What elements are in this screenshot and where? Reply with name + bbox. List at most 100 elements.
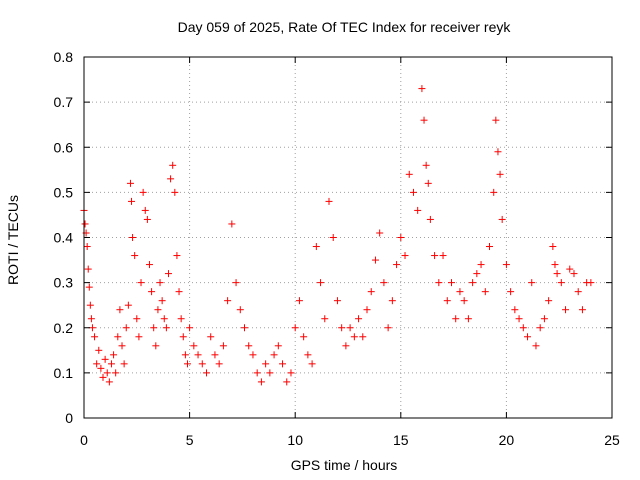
data-point <box>494 148 502 156</box>
data-point <box>578 306 586 314</box>
data-point <box>236 306 244 314</box>
data-point <box>129 234 137 241</box>
data-point <box>126 179 134 187</box>
data-point <box>93 360 101 368</box>
data-point <box>219 342 227 350</box>
data-point <box>511 306 519 314</box>
data-point <box>566 265 574 273</box>
data-point <box>570 270 578 278</box>
data-point <box>118 342 126 350</box>
data-point <box>308 360 316 368</box>
data-point <box>186 324 194 332</box>
data-point <box>266 369 274 377</box>
data-point <box>135 333 143 341</box>
data-point <box>232 279 240 287</box>
y-tick-label: 0.5 <box>54 184 74 200</box>
data-point <box>355 315 363 323</box>
x-tick-label: 5 <box>186 432 194 448</box>
data-point <box>128 197 136 205</box>
x-axis-label: GPS time / hours <box>291 457 398 473</box>
data-point <box>553 270 561 278</box>
data-point <box>519 324 527 332</box>
data-point <box>342 342 350 350</box>
data-point <box>215 360 223 368</box>
data-point <box>198 360 206 368</box>
data-point <box>557 279 565 287</box>
data-point <box>145 261 153 269</box>
data-point <box>143 215 151 223</box>
data-point <box>283 378 291 386</box>
data-point <box>371 256 379 264</box>
data-point <box>88 324 96 332</box>
data-point <box>262 360 270 368</box>
data-point <box>150 324 158 332</box>
data-point <box>107 360 115 368</box>
data-point <box>190 342 198 350</box>
data-point <box>175 288 183 296</box>
data-point <box>160 315 168 323</box>
data-point <box>350 333 358 341</box>
data-point <box>112 369 120 377</box>
data-point <box>300 333 308 341</box>
data-point <box>401 252 409 260</box>
data-point <box>551 261 559 269</box>
data-point <box>329 234 337 241</box>
data-point <box>245 342 253 350</box>
data-point <box>312 243 320 251</box>
chart-title: Day 059 of 2025, Rate Of TEC Index for r… <box>178 19 512 35</box>
data-point <box>333 297 341 305</box>
data-point <box>317 279 325 287</box>
data-point <box>95 346 103 354</box>
data-point <box>492 116 500 124</box>
data-point <box>359 333 367 341</box>
data-point <box>515 315 523 323</box>
data-point <box>409 188 417 196</box>
data-point <box>249 351 257 359</box>
data-point <box>587 279 595 287</box>
data-point <box>545 297 553 305</box>
data-point <box>321 315 329 323</box>
data-point <box>241 324 249 332</box>
data-point <box>105 378 113 386</box>
data-point <box>97 364 105 372</box>
data-point <box>424 179 432 187</box>
data-point <box>304 351 312 359</box>
data-point <box>169 161 177 169</box>
data-point <box>393 261 401 269</box>
x-tick-label: 0 <box>80 432 88 448</box>
data-point <box>91 333 99 341</box>
data-point <box>183 360 191 368</box>
data-point <box>363 306 371 314</box>
data-point <box>574 288 582 296</box>
data-point <box>397 234 405 241</box>
x-tick-label: 20 <box>499 432 515 448</box>
data-point <box>156 279 164 287</box>
data-point <box>99 373 107 381</box>
data-point <box>486 243 494 251</box>
data-point <box>173 252 181 260</box>
data-point <box>376 229 384 237</box>
data-point <box>420 116 428 124</box>
x-tick-label: 15 <box>393 432 409 448</box>
data-point <box>287 369 295 377</box>
data-point <box>460 297 468 305</box>
data-point <box>431 252 439 260</box>
data-point <box>477 261 485 269</box>
data-point <box>211 351 219 359</box>
data-point <box>549 243 557 251</box>
data-point <box>124 301 132 309</box>
data-point <box>325 197 333 205</box>
data-point <box>103 369 111 377</box>
data-point <box>122 324 130 332</box>
data-point <box>536 324 544 332</box>
data-point <box>133 315 141 323</box>
data-point <box>507 288 515 296</box>
data-point <box>464 315 472 323</box>
y-tick-label: 0 <box>65 410 73 426</box>
data-point <box>253 369 261 377</box>
x-tick-label: 25 <box>604 432 620 448</box>
y-tick-label: 0.1 <box>54 365 74 381</box>
data-point <box>490 188 498 196</box>
data-point <box>540 315 548 323</box>
